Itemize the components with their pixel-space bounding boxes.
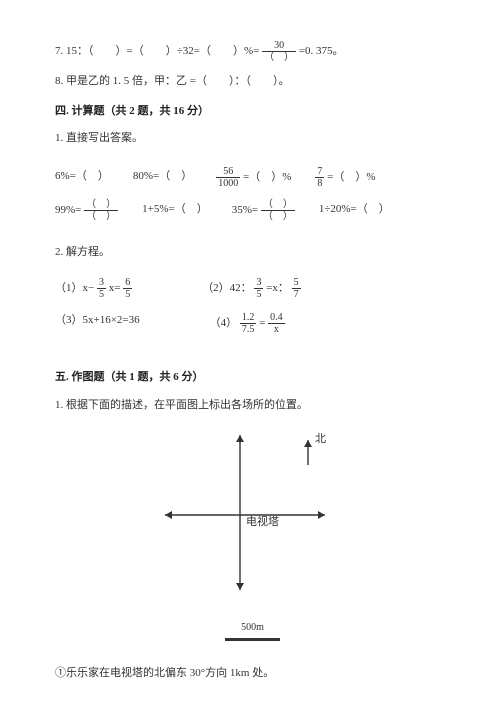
scale-bar-line (225, 638, 280, 641)
frac-den: x (268, 324, 285, 335)
q7-fraction: 30 （ ） (262, 40, 296, 63)
axis-arrow-icon (236, 435, 244, 442)
r1c4-post: =（ ）% (327, 171, 375, 183)
r1c4-frac: 7 8 (315, 166, 324, 189)
r1c3-frac: 56 1000 (216, 166, 240, 189)
frac-num: 1.2 (240, 312, 257, 324)
center-label: 电视塔 (246, 514, 279, 528)
eq1: （1）x− 3 5 x= 6 5 (55, 277, 132, 300)
frac-num: 5 (292, 277, 301, 289)
frac-num: 3 (97, 277, 106, 289)
eq3: （3）5x+16×2=36 (55, 312, 140, 335)
r2c1-frac: （ ） （ ） (84, 199, 118, 222)
frac-den: （ ） (261, 211, 295, 222)
map-diagram: 北 电视塔 (130, 430, 370, 610)
north-label: 北 (315, 432, 326, 445)
north-arrow-head-icon (304, 440, 312, 447)
eq2-frac2: 5 7 (292, 277, 301, 300)
r2c3-pre: 35%= (232, 204, 258, 216)
r2c4: 1÷20%=（ ） (319, 201, 390, 219)
frac-den: 5 (97, 289, 106, 300)
eq2-pre: （2）42： (202, 282, 252, 294)
eq4-frac2: 0.4 x (268, 312, 285, 335)
section4-p2: 2. 解方程。 (55, 244, 445, 262)
r2c1: 99%= （ ） （ ） (55, 199, 118, 222)
question-7: 7. 15：（ ）=（ ）÷32=（ ）%= 30 （ ） =0. 375。 (55, 40, 445, 63)
frac-den: （ ） (262, 52, 296, 63)
scale-label: 500m (225, 620, 280, 636)
frac-den: 1000 (216, 178, 240, 189)
frac-num: 6 (123, 277, 132, 289)
r1c4: 7 8 =（ ）% (315, 166, 375, 189)
section4-title: 四. 计算题（共 2 题，共 16 分） (55, 103, 445, 121)
frac-den: 7.5 (240, 324, 257, 335)
q7-suffix: =0. 375。 (299, 45, 344, 57)
section5-title: 五. 作图题（共 1 题，共 6 分） (55, 369, 445, 387)
eq2-mid: =x： (266, 282, 289, 294)
map-svg: 北 电视塔 (130, 430, 370, 610)
eq1-mid: x= (109, 282, 121, 294)
axis-arrow-icon (165, 511, 172, 519)
eq4-eq: = (259, 317, 268, 329)
frac-num: （ ） (84, 199, 118, 211)
axis-arrow-icon (318, 511, 325, 519)
eq-row-1: （1）x− 3 5 x= 6 5 （2）42： 3 5 =x： 5 7 (55, 277, 445, 300)
eq4-pre: （4） (210, 317, 238, 329)
frac-den: 5 (123, 289, 132, 300)
eq4: （4） 1.2 7.5 = 0.4 x (210, 312, 285, 335)
scale-bar: 500m (225, 620, 280, 641)
eq1-frac2: 6 5 (123, 277, 132, 300)
axis-arrow-icon (236, 583, 244, 590)
r2c1-pre: 99%= (55, 204, 81, 216)
r1c1: 6%=（ ） (55, 168, 109, 186)
eq-row-2: （3）5x+16×2=36 （4） 1.2 7.5 = 0.4 x (55, 312, 445, 335)
frac-num: 56 (216, 166, 240, 178)
frac-num: 3 (254, 277, 263, 289)
calc-row-2: 99%= （ ） （ ） 1+5%=（ ） 35%= （ ） （ ） 1÷20%… (55, 199, 445, 222)
eq1-pre: （1）x− (55, 282, 94, 294)
calc-row-1: 6%=（ ） 80%=（ ） 56 1000 =（ ）% 7 8 =（ ）% (55, 166, 445, 189)
frac-den: （ ） (84, 211, 118, 222)
r2c3: 35%= （ ） （ ） (232, 199, 295, 222)
r1c2: 80%=（ ） (133, 168, 192, 186)
eq2: （2）42： 3 5 =x： 5 7 (202, 277, 300, 300)
eq2-frac1: 3 5 (254, 277, 263, 300)
eq1-frac1: 3 5 (97, 277, 106, 300)
frac-num: 30 (262, 40, 296, 52)
q7-prefix: 7. 15：（ ）=（ ）÷32=（ ）%= (55, 45, 259, 57)
r1c3: 56 1000 =（ ）% (216, 166, 291, 189)
r1c3-post: =（ ）% (243, 171, 291, 183)
frac-num: 0.4 (268, 312, 285, 324)
section5-item1: ①乐乐家在电视塔的北偏东 30°方向 1km 处。 (55, 665, 445, 683)
section4-p1: 1. 直接写出答案。 (55, 130, 445, 148)
frac-den: 7 (292, 289, 301, 300)
r2c3-frac: （ ） （ ） (261, 199, 295, 222)
frac-den: 8 (315, 178, 324, 189)
frac-num: 7 (315, 166, 324, 178)
r2c2: 1+5%=（ ） (142, 201, 208, 219)
eq4-frac1: 1.2 7.5 (240, 312, 257, 335)
frac-num: （ ） (261, 199, 295, 211)
question-8: 8. 甲是乙的 1. 5 倍，甲：乙 =（ ）：（ ）。 (55, 73, 445, 91)
frac-den: 5 (254, 289, 263, 300)
section5-p1: 1. 根据下面的描述，在平面图上标出各场所的位置。 (55, 397, 445, 415)
